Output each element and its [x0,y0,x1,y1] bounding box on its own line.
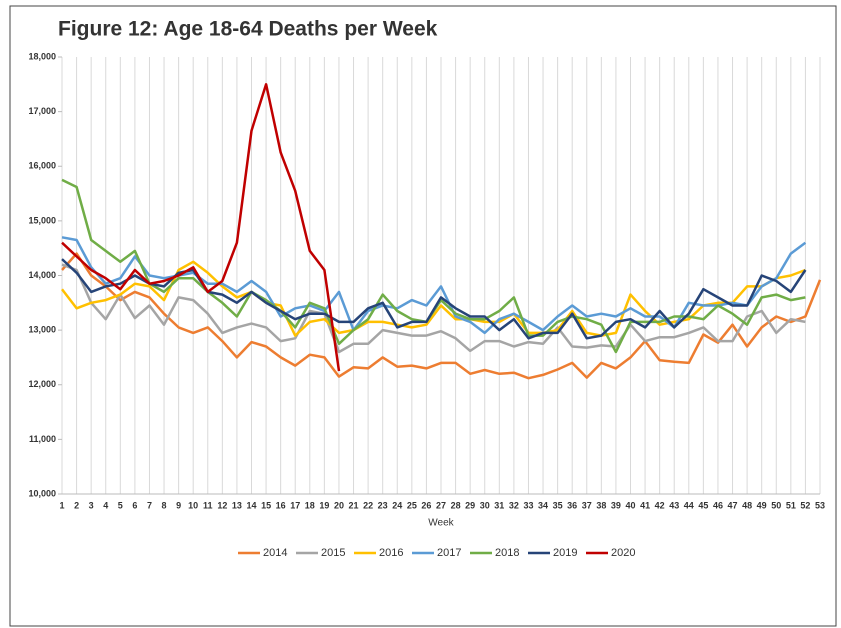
x-tick-label: 24 [392,500,402,510]
series-line [61,252,822,380]
legend-label: 2016 [379,547,403,559]
x-tick-label: 8 [162,500,167,510]
x-tick-label: 46 [713,500,723,510]
x-tick-label: 45 [698,500,708,510]
y-tick-label: 17,000 [28,106,56,116]
x-tick-label: 22 [363,500,373,510]
x-tick-label: 51 [786,500,796,510]
x-tick-label: 6 [132,500,137,510]
x-tick-label: 20 [334,500,344,510]
x-tick-label: 30 [480,500,490,510]
x-tick-label: 36 [567,500,577,510]
x-tick-label: 33 [523,500,533,510]
x-tick-label: 39 [611,500,621,510]
x-tick-label: 38 [596,500,606,510]
x-tick-label: 40 [625,500,635,510]
x-tick-label: 10 [188,500,198,510]
x-tick-label: 52 [800,500,810,510]
x-tick-label: 50 [771,500,781,510]
legend-label: 2019 [553,547,577,559]
x-axis-label: Week [428,518,454,529]
y-tick-label: 15,000 [28,215,56,225]
x-tick-label: 47 [728,500,738,510]
chart-title: Figure 12: Age 18-64 Deaths per Week [58,18,438,41]
x-tick-label: 32 [509,500,519,510]
x-tick-label: 12 [217,500,227,510]
x-tick-label: 2 [74,500,79,510]
x-tick-label: 3 [89,500,94,510]
x-tick-label: 23 [378,500,388,510]
x-tick-label: 11 [203,500,213,510]
y-tick-label: 18,000 [28,51,56,61]
series-line [61,83,341,372]
x-tick-label: 53 [815,500,825,510]
x-tick-label: 18 [305,500,315,510]
legend-label: 2018 [495,547,519,559]
x-tick-label: 7 [147,500,152,510]
x-tick-label: 42 [655,500,665,510]
x-tick-label: 1 [59,500,64,510]
x-tick-label: 37 [582,500,592,510]
x-tick-label: 15 [261,500,271,510]
legend-label: 2015 [321,547,345,559]
x-tick-label: 29 [465,500,475,510]
x-tick-label: 43 [669,500,679,510]
y-tick-label: 14,000 [28,270,56,280]
x-tick-label: 21 [349,500,359,510]
y-tick-label: 12,000 [28,379,56,389]
x-tick-label: 13 [232,500,242,510]
x-tick-label: 41 [640,500,650,510]
x-tick-label: 4 [103,500,108,510]
x-tick-label: 5 [118,500,123,510]
x-tick-label: 49 [757,500,767,510]
x-tick-label: 17 [290,500,300,510]
x-tick-label: 44 [684,500,694,510]
y-tick-label: 11,000 [29,434,56,444]
legend-label: 2014 [263,547,287,559]
y-tick-label: 16,000 [28,161,56,171]
legend-label: 2017 [437,547,461,559]
y-tick-label: 10,000 [28,488,56,498]
x-tick-label: 14 [246,500,256,510]
series-line [61,236,807,335]
x-tick-label: 31 [494,500,504,510]
x-tick-label: 9 [176,500,181,510]
y-tick-label: 13,000 [28,325,56,335]
legend-label: 2020 [611,547,635,559]
x-tick-label: 35 [553,500,563,510]
x-tick-label: 34 [538,500,548,510]
series-line [61,263,806,354]
chart-frame [9,5,837,627]
x-tick-label: 26 [421,500,431,510]
x-tick-label: 48 [742,500,752,510]
x-tick-label: 28 [451,500,461,510]
x-tick-label: 27 [436,500,446,510]
x-tick-label: 16 [276,500,286,510]
x-tick-label: 19 [319,500,329,510]
x-tick-label: 25 [407,500,417,510]
